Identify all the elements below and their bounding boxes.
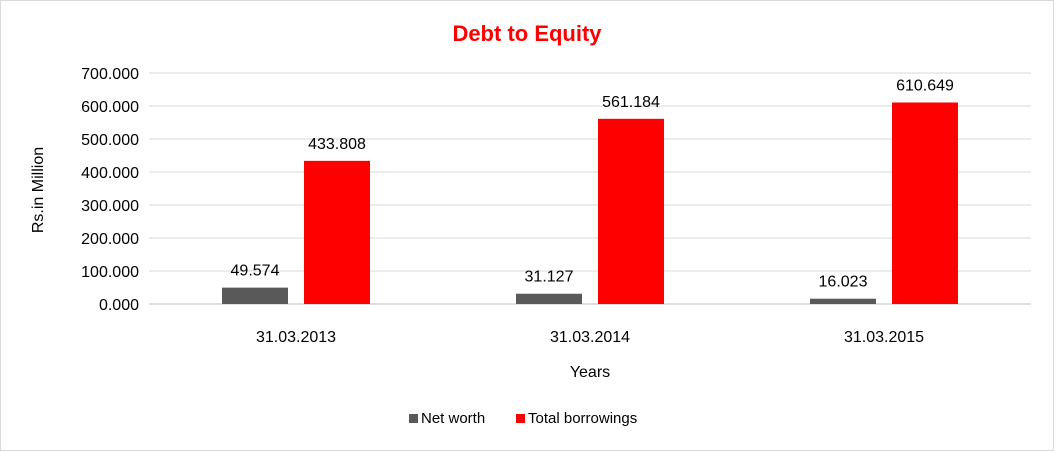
bar-net-worth xyxy=(516,293,582,304)
x-tick-label: 31.03.2013 xyxy=(256,329,336,346)
y-axis-label: Rs.in Million xyxy=(30,147,47,233)
bars xyxy=(222,102,958,304)
legend-swatch xyxy=(516,414,525,423)
legend-swatch xyxy=(409,414,418,423)
y-tick-label: 500.000 xyxy=(81,132,139,149)
y-tick-label: 100.000 xyxy=(81,264,139,281)
x-tick-label: 31.03.2014 xyxy=(550,329,630,346)
x-axis-ticks: 31.03.2013 31.03.2014 31.03.2015 xyxy=(256,329,924,346)
data-labels: 49.574 433.808 31.127 561.184 16.023 610.649 xyxy=(231,77,954,290)
y-tick-label: 400.000 xyxy=(81,165,139,182)
bar-total-borrowings xyxy=(598,118,664,304)
y-tick-label: 200.000 xyxy=(81,231,139,248)
data-label: 433.808 xyxy=(308,136,366,153)
x-axis-label: Years xyxy=(570,364,610,381)
data-label: 31.127 xyxy=(525,269,574,286)
data-label: 16.023 xyxy=(819,274,868,291)
bar-total-borrowings xyxy=(892,102,958,304)
data-label: 49.574 xyxy=(231,263,280,280)
data-label: 561.184 xyxy=(602,94,660,111)
legend: Net worth Total borrowings xyxy=(409,410,637,427)
bar-total-borrowings xyxy=(304,160,370,304)
y-tick-label: 0.000 xyxy=(99,297,139,314)
legend-entry: Total borrowings xyxy=(528,410,637,427)
y-tick-label: 300.000 xyxy=(81,198,139,215)
bar-net-worth xyxy=(222,287,288,304)
grid-lines xyxy=(149,72,1031,305)
legend-entry: Net worth xyxy=(421,410,485,427)
bar-net-worth xyxy=(810,298,876,304)
y-tick-label: 600.000 xyxy=(81,99,139,116)
data-label: 610.649 xyxy=(896,77,954,94)
y-tick-label: 700.000 xyxy=(81,66,139,83)
chart-title: Debt to Equity xyxy=(452,21,602,46)
y-axis-ticks: 0.000 100.000 200.000 300.000 400.000 500.000… xyxy=(81,66,139,314)
x-tick-label: 31.03.2015 xyxy=(844,329,924,346)
